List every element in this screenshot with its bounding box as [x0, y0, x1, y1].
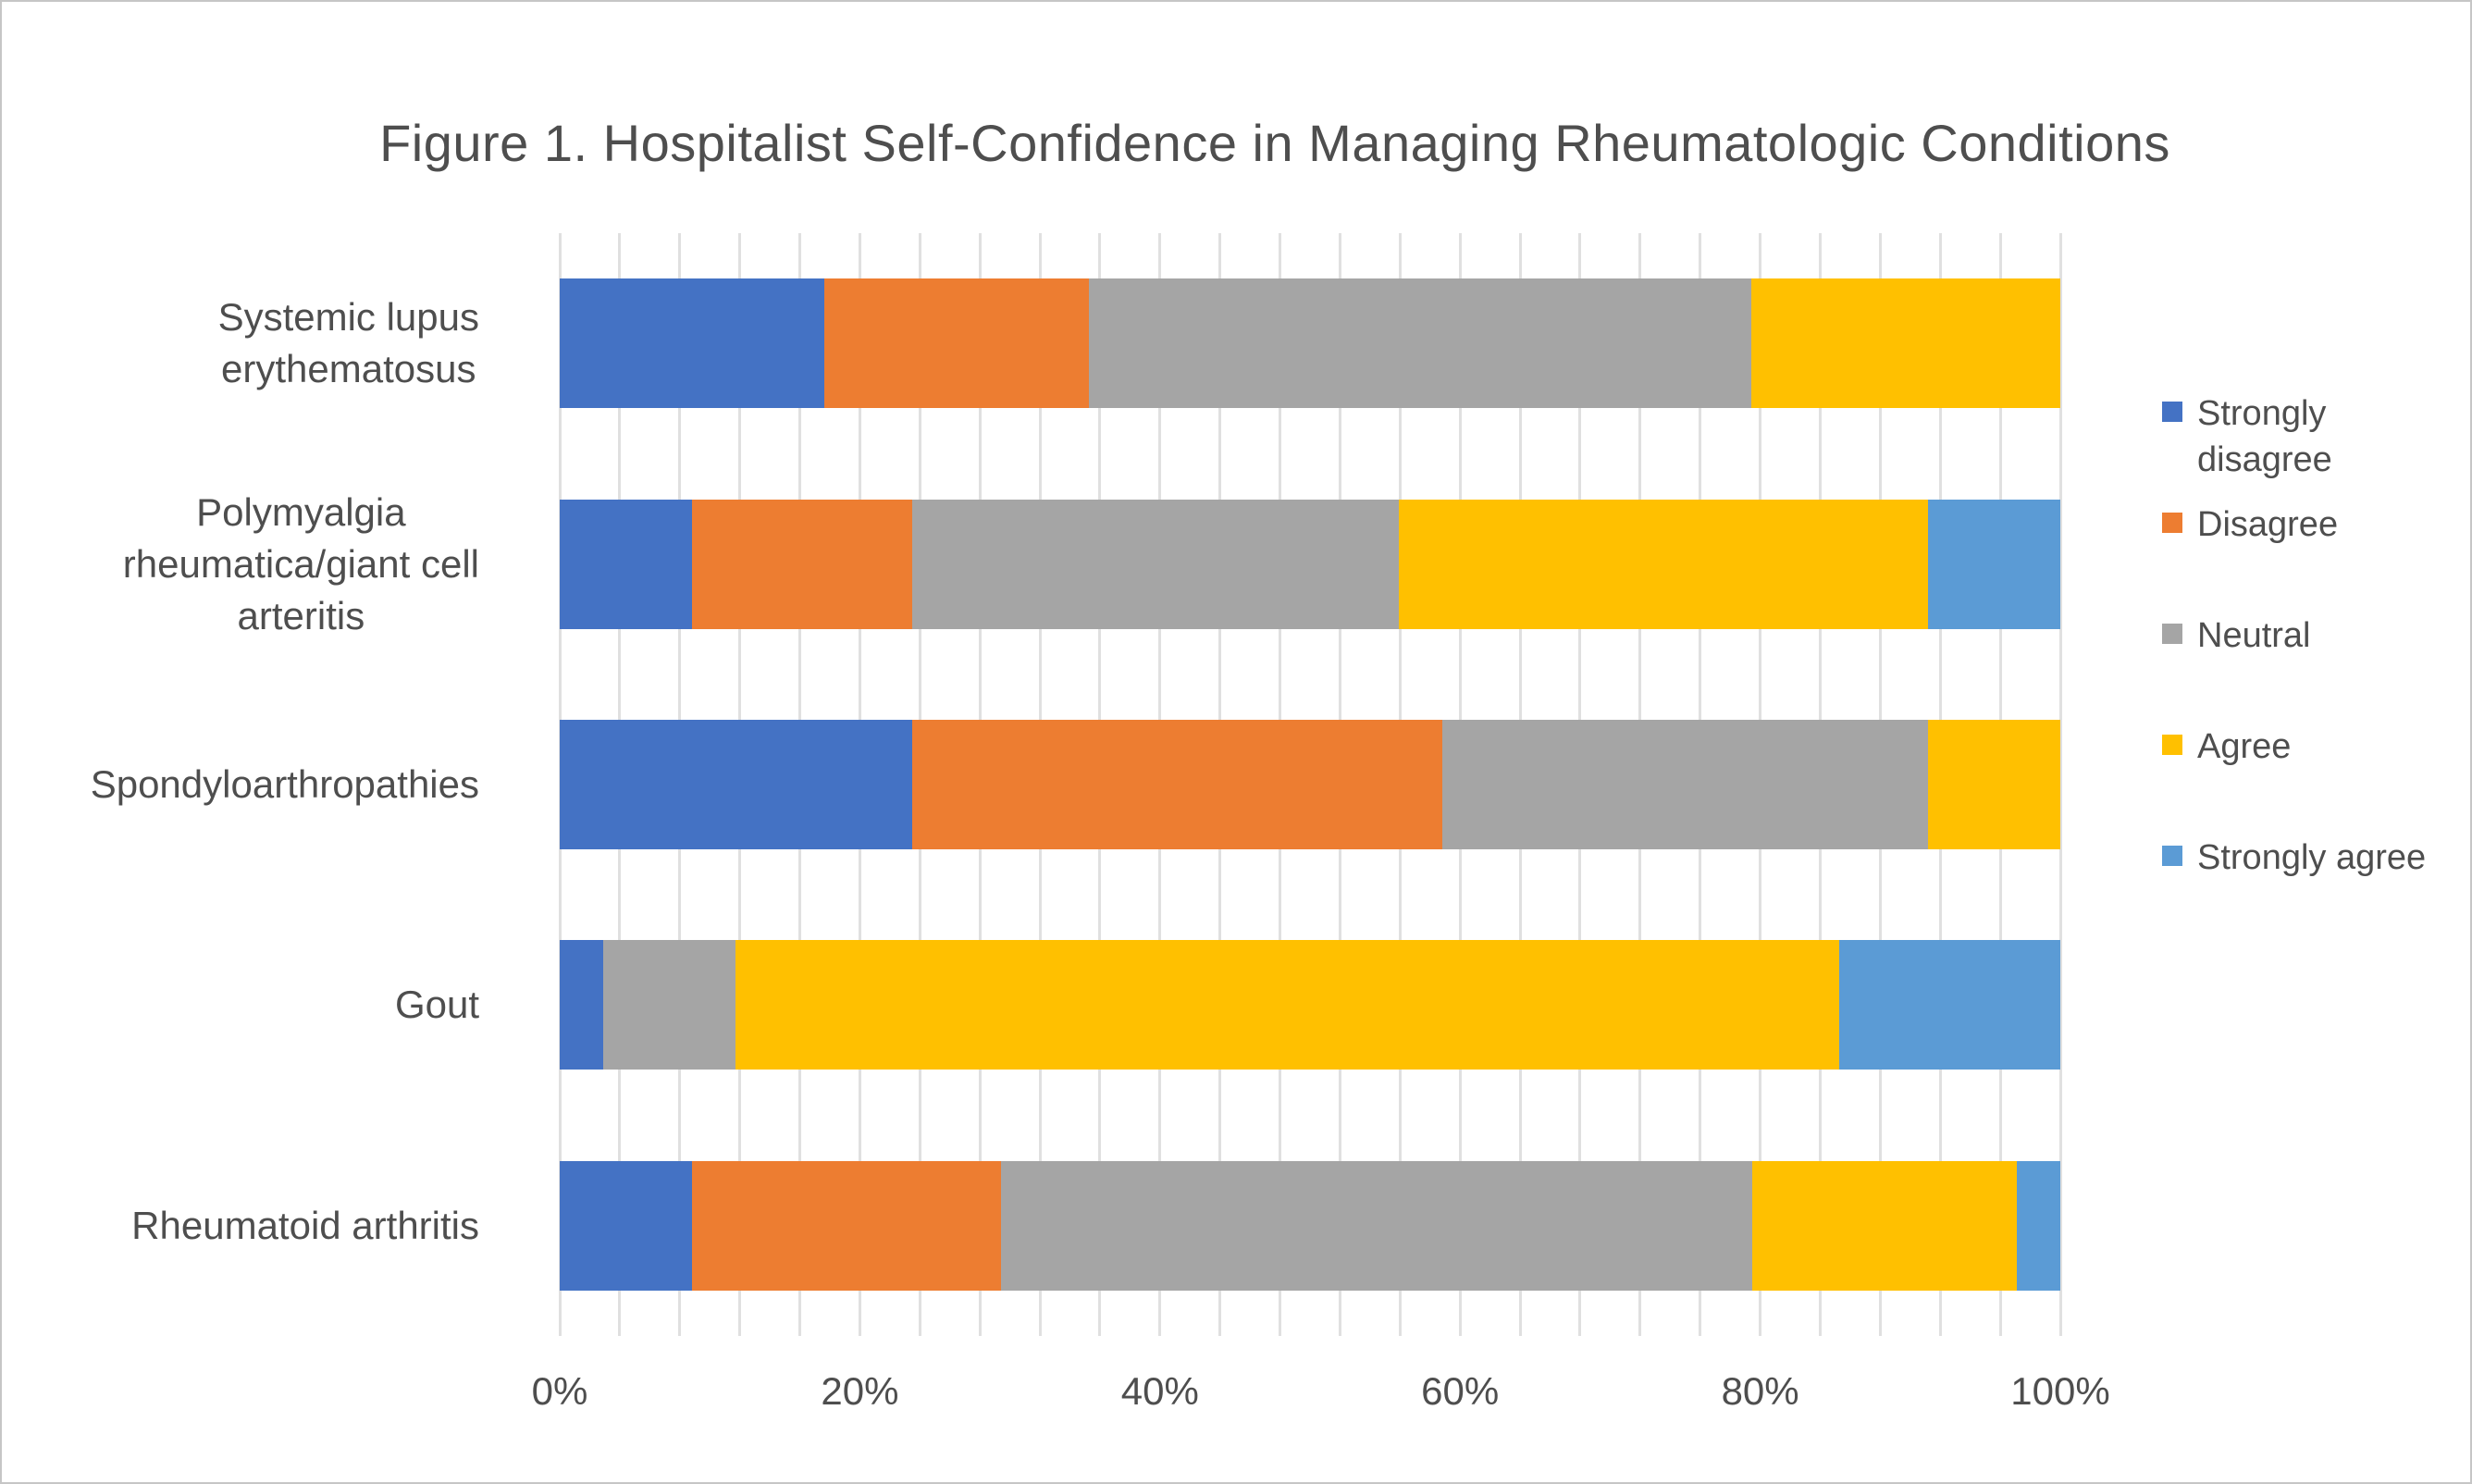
bar-segment-rheumatoid-arthritis-neutral — [1001, 1160, 1753, 1291]
legend-label-strongly-disagree: Strongly disagree — [2197, 394, 2332, 479]
bar-segment-rheumatoid-arthritis-strongly-agree — [2016, 1160, 2060, 1291]
bar-segment-gout-agree — [735, 940, 1840, 1070]
category-label-polymyalgia-rheumatica-giant-cell-arteritis: Polymyalgia rheumatica/giant cell arteriti… — [122, 489, 479, 637]
bar-segment-polymyalgia-rheumatica-giant-cell-arteritis-agree — [1398, 499, 1929, 629]
bar-segment-rheumatoid-arthritis-strongly-disagree — [560, 1160, 692, 1291]
x-tick-label-80: 80% — [1721, 1369, 1799, 1413]
category-label-gout: Gout — [394, 983, 479, 1027]
legend-item-strongly-disagree: Strongly disagree — [2162, 390, 2466, 483]
bar-segment-systemic-lupus-erythematosus-disagree — [823, 278, 1089, 409]
legend: Strongly disagree Disagree Neutral Agree Str… — [2162, 2, 2467, 1482]
bar-segment-spondyloarthropathies-neutral — [1441, 720, 1929, 849]
bar-segment-gout-strongly-agree — [1839, 940, 2060, 1070]
legend-swatch-neutral — [2162, 624, 2182, 644]
legend-swatch-strongly-agree — [2162, 846, 2182, 866]
bar-segment-systemic-lupus-erythematosus-strongly-disagree — [560, 278, 824, 409]
bar-segment-polymyalgia-rheumatica-giant-cell-arteritis-strongly-disagree — [560, 499, 692, 629]
bar-segment-polymyalgia-rheumatica-giant-cell-arteritis-disagree — [691, 499, 913, 629]
bar-segment-rheumatoid-arthritis-agree — [1752, 1160, 2017, 1291]
legend-label-disagree: Disagree — [2197, 505, 2339, 544]
legend-item-disagree: Disagree — [2162, 501, 2466, 548]
bar-segment-spondyloarthropathies-strongly-disagree — [560, 720, 913, 849]
x-tick-label-0: 0% — [531, 1369, 588, 1413]
legend-swatch-agree — [2162, 735, 2182, 755]
legend-swatch-strongly-disagree — [2162, 402, 2182, 422]
bar-segment-rheumatoid-arthritis-disagree — [691, 1160, 1002, 1291]
major-gridline-100 — [2058, 233, 2062, 1336]
legend-label-neutral: Neutral — [2197, 616, 2311, 655]
legend-label-agree: Agree — [2197, 727, 2292, 766]
legend-label-strongly-agree: Strongly agree — [2197, 838, 2427, 877]
bar-segment-polymyalgia-rheumatica-giant-cell-arteritis-neutral — [912, 499, 1399, 629]
category-label-systemic-lupus-erythematosus: Systemic lupus erythematosus — [217, 295, 479, 391]
x-tick-label-20: 20% — [821, 1369, 899, 1413]
legend-item-strongly-agree: Strongly agree — [2162, 835, 2466, 881]
x-tick-label-60: 60% — [1421, 1369, 1500, 1413]
category-label-spondyloarthropathies: Spondyloarthropathies — [90, 762, 479, 806]
bar-segment-spondyloarthropathies-disagree — [912, 720, 1442, 849]
category-label-rheumatoid-arthritis: Rheumatoid arthritis — [131, 1203, 479, 1247]
legend-item-neutral: Neutral — [2162, 612, 2466, 659]
x-tick-label-40: 40% — [1120, 1369, 1199, 1413]
bar-segment-gout-strongly-disagree — [560, 940, 604, 1070]
chart-title: Figure 1. Hospitalist Self-Confidence in… — [379, 114, 2170, 172]
legend-swatch-disagree — [2162, 513, 2182, 533]
bar-segment-gout-neutral — [603, 940, 735, 1070]
bar-segment-spondyloarthropathies-agree — [1928, 720, 2060, 849]
bar-segment-polymyalgia-rheumatica-giant-cell-arteritis-strongly-agree — [1928, 499, 2060, 629]
legend-item-agree: Agree — [2162, 723, 2466, 770]
x-tick-label-100: 100% — [2010, 1369, 2110, 1413]
bar-segment-systemic-lupus-erythematosus-agree — [1750, 278, 2060, 409]
bar-segment-systemic-lupus-erythematosus-neutral — [1088, 278, 1751, 409]
